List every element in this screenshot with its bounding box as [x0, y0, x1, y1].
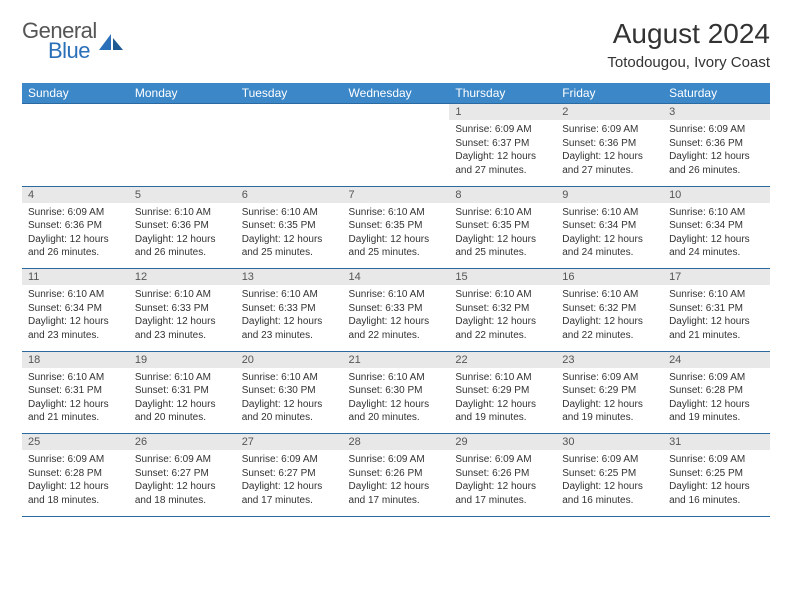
- day-number-cell: 16: [556, 269, 663, 286]
- day-number-cell: [343, 104, 450, 121]
- logo-text-block: General Blue: [22, 18, 97, 64]
- day-number-cell: 19: [129, 351, 236, 368]
- weekday-header: Friday: [556, 83, 663, 104]
- logo: General Blue: [22, 18, 125, 64]
- day-number-cell: 6: [236, 186, 343, 203]
- day-number-row: 25262728293031: [22, 434, 770, 451]
- day-number-cell: 23: [556, 351, 663, 368]
- day-number-cell: 10: [663, 186, 770, 203]
- day-number-row: 123: [22, 104, 770, 121]
- day-details-cell: Sunrise: 6:10 AMSunset: 6:35 PMDaylight:…: [236, 203, 343, 269]
- day-number-cell: 24: [663, 351, 770, 368]
- weekday-header: Thursday: [449, 83, 556, 104]
- logo-line2: Blue: [48, 38, 97, 64]
- day-details-cell: Sunrise: 6:10 AMSunset: 6:36 PMDaylight:…: [129, 203, 236, 269]
- day-details-cell: Sunrise: 6:09 AMSunset: 6:26 PMDaylight:…: [449, 450, 556, 516]
- day-number-cell: 30: [556, 434, 663, 451]
- day-number-cell: [129, 104, 236, 121]
- day-details-cell: Sunrise: 6:09 AMSunset: 6:28 PMDaylight:…: [22, 450, 129, 516]
- day-details-cell: Sunrise: 6:10 AMSunset: 6:31 PMDaylight:…: [663, 285, 770, 351]
- day-number-cell: 28: [343, 434, 450, 451]
- day-number-cell: 27: [236, 434, 343, 451]
- day-details-cell: Sunrise: 6:09 AMSunset: 6:36 PMDaylight:…: [22, 203, 129, 269]
- day-details-cell: Sunrise: 6:10 AMSunset: 6:31 PMDaylight:…: [129, 368, 236, 434]
- day-number-cell: 2: [556, 104, 663, 121]
- day-number-cell: 15: [449, 269, 556, 286]
- day-number-cell: 7: [343, 186, 450, 203]
- calendar-table: Sunday Monday Tuesday Wednesday Thursday…: [22, 83, 770, 517]
- weekday-header: Wednesday: [343, 83, 450, 104]
- day-details-cell: Sunrise: 6:10 AMSunset: 6:32 PMDaylight:…: [449, 285, 556, 351]
- calendar-body: 123Sunrise: 6:09 AMSunset: 6:37 PMDaylig…: [22, 104, 770, 517]
- day-number-cell: 25: [22, 434, 129, 451]
- day-number-cell: 17: [663, 269, 770, 286]
- day-details-cell: Sunrise: 6:09 AMSunset: 6:37 PMDaylight:…: [449, 120, 556, 186]
- day-details-cell: Sunrise: 6:09 AMSunset: 6:28 PMDaylight:…: [663, 368, 770, 434]
- day-number-cell: 11: [22, 269, 129, 286]
- day-number-cell: 4: [22, 186, 129, 203]
- day-number-cell: 3: [663, 104, 770, 121]
- day-details-row: Sunrise: 6:09 AMSunset: 6:36 PMDaylight:…: [22, 203, 770, 269]
- day-number-cell: 12: [129, 269, 236, 286]
- day-details-cell: Sunrise: 6:10 AMSunset: 6:30 PMDaylight:…: [236, 368, 343, 434]
- day-details-cell: Sunrise: 6:10 AMSunset: 6:31 PMDaylight:…: [22, 368, 129, 434]
- day-details-row: Sunrise: 6:10 AMSunset: 6:34 PMDaylight:…: [22, 285, 770, 351]
- day-number-cell: 13: [236, 269, 343, 286]
- location: Totodougou, Ivory Coast: [607, 54, 770, 71]
- day-number-cell: 22: [449, 351, 556, 368]
- day-details-cell: Sunrise: 6:10 AMSunset: 6:34 PMDaylight:…: [556, 203, 663, 269]
- weekday-header: Monday: [129, 83, 236, 104]
- day-number-row: 18192021222324: [22, 351, 770, 368]
- day-number-cell: 20: [236, 351, 343, 368]
- day-details-cell: [343, 120, 450, 186]
- day-number-cell: 26: [129, 434, 236, 451]
- day-number-cell: 31: [663, 434, 770, 451]
- day-number-cell: 29: [449, 434, 556, 451]
- weekday-header-row: Sunday Monday Tuesday Wednesday Thursday…: [22, 83, 770, 104]
- day-details-cell: Sunrise: 6:10 AMSunset: 6:33 PMDaylight:…: [236, 285, 343, 351]
- day-details-row: Sunrise: 6:10 AMSunset: 6:31 PMDaylight:…: [22, 368, 770, 434]
- day-number-cell: 1: [449, 104, 556, 121]
- day-details-row: Sunrise: 6:09 AMSunset: 6:28 PMDaylight:…: [22, 450, 770, 516]
- day-number-cell: 8: [449, 186, 556, 203]
- day-number-cell: 5: [129, 186, 236, 203]
- day-details-cell: Sunrise: 6:10 AMSunset: 6:29 PMDaylight:…: [449, 368, 556, 434]
- month-title: August 2024: [607, 18, 770, 50]
- day-number-cell: 9: [556, 186, 663, 203]
- day-details-cell: Sunrise: 6:10 AMSunset: 6:30 PMDaylight:…: [343, 368, 450, 434]
- day-details-cell: Sunrise: 6:10 AMSunset: 6:34 PMDaylight:…: [22, 285, 129, 351]
- day-details-cell: [129, 120, 236, 186]
- day-details-cell: Sunrise: 6:09 AMSunset: 6:27 PMDaylight:…: [236, 450, 343, 516]
- header: General Blue August 2024 Totodougou, Ivo…: [22, 18, 770, 71]
- day-details-cell: [236, 120, 343, 186]
- day-number-row: 11121314151617: [22, 269, 770, 286]
- day-number-cell: 14: [343, 269, 450, 286]
- logo-sail-icon: [97, 32, 125, 52]
- day-details-cell: Sunrise: 6:09 AMSunset: 6:36 PMDaylight:…: [663, 120, 770, 186]
- day-number-cell: 18: [22, 351, 129, 368]
- day-details-row: Sunrise: 6:09 AMSunset: 6:37 PMDaylight:…: [22, 120, 770, 186]
- day-details-cell: Sunrise: 6:10 AMSunset: 6:35 PMDaylight:…: [449, 203, 556, 269]
- weekday-header: Sunday: [22, 83, 129, 104]
- day-number-cell: 21: [343, 351, 450, 368]
- day-number-cell: [22, 104, 129, 121]
- calendar-page: General Blue August 2024 Totodougou, Ivo…: [0, 0, 792, 535]
- day-details-cell: Sunrise: 6:10 AMSunset: 6:34 PMDaylight:…: [663, 203, 770, 269]
- day-details-cell: Sunrise: 6:09 AMSunset: 6:26 PMDaylight:…: [343, 450, 450, 516]
- weekday-header: Tuesday: [236, 83, 343, 104]
- title-block: August 2024 Totodougou, Ivory Coast: [607, 18, 770, 71]
- day-details-cell: Sunrise: 6:10 AMSunset: 6:33 PMDaylight:…: [343, 285, 450, 351]
- day-details-cell: Sunrise: 6:10 AMSunset: 6:32 PMDaylight:…: [556, 285, 663, 351]
- day-details-cell: Sunrise: 6:09 AMSunset: 6:29 PMDaylight:…: [556, 368, 663, 434]
- day-details-cell: Sunrise: 6:09 AMSunset: 6:27 PMDaylight:…: [129, 450, 236, 516]
- day-details-cell: [22, 120, 129, 186]
- day-details-cell: Sunrise: 6:09 AMSunset: 6:25 PMDaylight:…: [663, 450, 770, 516]
- day-details-cell: Sunrise: 6:09 AMSunset: 6:25 PMDaylight:…: [556, 450, 663, 516]
- weekday-header: Saturday: [663, 83, 770, 104]
- day-number-cell: [236, 104, 343, 121]
- day-details-cell: Sunrise: 6:10 AMSunset: 6:35 PMDaylight:…: [343, 203, 450, 269]
- day-number-row: 45678910: [22, 186, 770, 203]
- day-details-cell: Sunrise: 6:09 AMSunset: 6:36 PMDaylight:…: [556, 120, 663, 186]
- day-details-cell: Sunrise: 6:10 AMSunset: 6:33 PMDaylight:…: [129, 285, 236, 351]
